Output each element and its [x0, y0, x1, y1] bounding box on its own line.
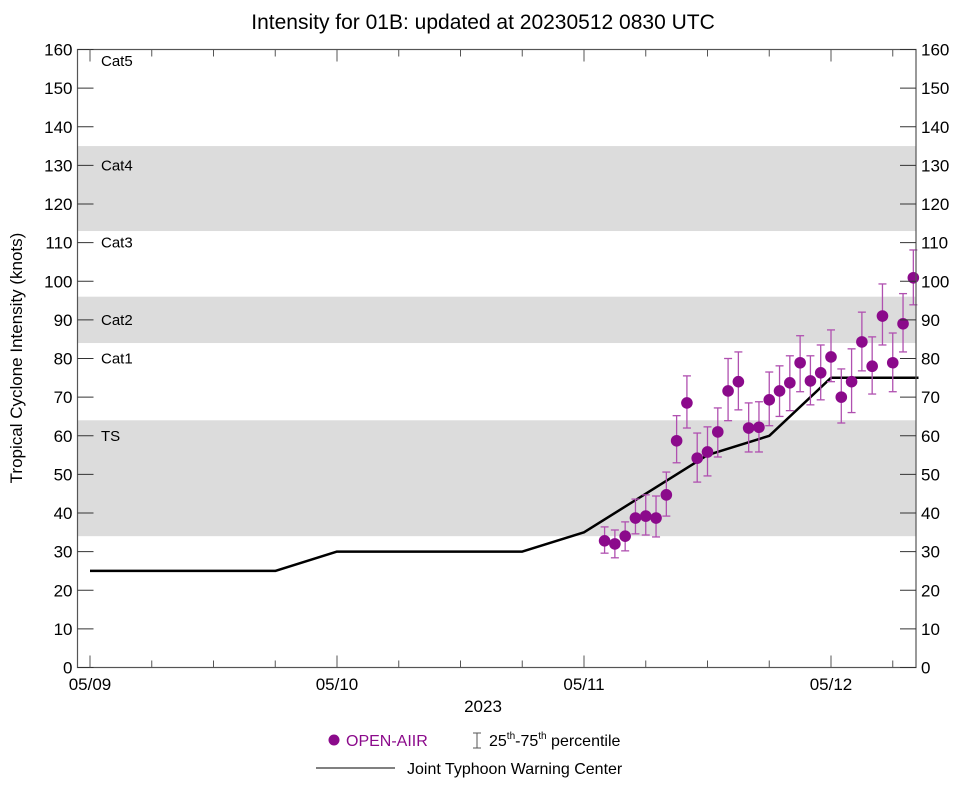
- y-tick-label-right: 50: [921, 465, 940, 484]
- y-tick-label-right: 150: [921, 79, 949, 98]
- data-point: [681, 397, 693, 409]
- y-tick-label-right: 90: [921, 311, 940, 330]
- x-tick-label: 05/10: [316, 675, 359, 694]
- y-tick-label-left: 10: [54, 620, 73, 639]
- data-point: [825, 351, 837, 363]
- data-point: [598, 535, 611, 547]
- data-point: [619, 530, 631, 542]
- y-tick-label-left: 140: [44, 118, 72, 137]
- y-tick-label-left: 50: [54, 465, 73, 484]
- y-tick-label-left: 130: [44, 156, 72, 175]
- legend-dot-icon: [328, 734, 340, 746]
- jtwc-series: [90, 376, 919, 573]
- y-tick-label-right: 100: [921, 272, 949, 291]
- data-point: [639, 510, 652, 522]
- jtwc-line: [90, 376, 919, 573]
- legend: OPEN-AIIR 25th-75th percentile Joint Typ…: [316, 731, 623, 778]
- data-point: [897, 317, 909, 330]
- band-cat2: [77, 296, 916, 344]
- data-point: [794, 356, 806, 369]
- y-tick-label-left: 0: [63, 659, 72, 678]
- y-tick-label-right: 110: [921, 234, 948, 253]
- data-point: [670, 434, 683, 447]
- data-point: [866, 360, 878, 373]
- data-point: [722, 385, 734, 397]
- y-ticks: 0 0 10 10 20 20 30 30 40 40 50 50 60 60 70 70 80 80 90 90 10…: [44, 41, 949, 678]
- data-point: [732, 375, 745, 388]
- y-tick-label-right: 20: [921, 581, 940, 600]
- data-point: [773, 385, 786, 397]
- legend-open-aiir-label: OPEN-AIIR: [346, 733, 428, 750]
- legend-errorbar-icon: [473, 732, 481, 749]
- y-tick-label-left: 20: [54, 581, 73, 600]
- category-label-cat1: Cat1: [101, 351, 133, 368]
- band-ts: [77, 420, 916, 537]
- y-tick-label-left: 150: [44, 79, 72, 98]
- y-tick-label-right: 60: [921, 427, 940, 446]
- data-point: [753, 421, 765, 434]
- data-point: [711, 426, 724, 438]
- x-tick-label: 05/11: [563, 675, 604, 694]
- data-point: [907, 271, 920, 284]
- y-tick-label-right: 40: [921, 504, 940, 523]
- data-point: [845, 375, 858, 388]
- y-tick-label-left: 90: [54, 311, 73, 330]
- y-tick-label-right: 120: [921, 195, 949, 214]
- data-point: [784, 377, 796, 389]
- category-label-cat4: Cat4: [101, 157, 133, 174]
- x-tick-label: 05/09: [69, 675, 112, 694]
- data-point: [660, 489, 673, 501]
- data-point: [804, 375, 817, 387]
- data-point: [856, 336, 868, 348]
- y-tick-label-right: 70: [921, 388, 940, 407]
- data-point: [886, 356, 899, 369]
- y-tick-label-right: 80: [921, 350, 940, 369]
- category-bands: [77, 146, 916, 537]
- data-point: [629, 512, 642, 524]
- band-cat4: [77, 146, 916, 232]
- legend-jtwc-label: Joint Typhoon Warning Center: [407, 761, 623, 778]
- category-label-cat2: Cat2: [101, 312, 133, 329]
- y-tick-label-right: 140: [921, 118, 949, 137]
- y-tick-label-left: 30: [54, 543, 73, 562]
- category-labels: Cat5 Cat4 Cat3 Cat2 Cat1 TS: [101, 53, 133, 445]
- y-tick-label-left: 120: [44, 195, 72, 214]
- category-label-ts: TS: [101, 428, 120, 445]
- y-tick-label-left: 60: [54, 427, 73, 446]
- y-axis-label: Tropical Cyclone Intensity (knots): [7, 233, 26, 484]
- data-point: [876, 310, 889, 322]
- data-point: [650, 512, 662, 524]
- data-point: [691, 452, 704, 464]
- category-label-cat5: Cat5: [101, 53, 133, 70]
- chart-title: Intensity for 01B: updated at 20230512 0…: [251, 11, 715, 34]
- y-tick-label-left: 40: [54, 504, 73, 523]
- data-point: [835, 391, 848, 403]
- x-axis-label: 2023: [464, 697, 502, 716]
- y-tick-label-right: 10: [921, 620, 940, 639]
- data-point: [763, 394, 776, 406]
- y-tick-label-right: 160: [921, 41, 949, 60]
- y-tick-label-left: 160: [44, 41, 72, 60]
- y-tick-label-right: 30: [921, 543, 940, 562]
- data-point: [814, 366, 827, 379]
- y-tick-label-left: 110: [45, 234, 72, 253]
- x-tick-label: 05/12: [810, 675, 853, 694]
- data-point: [742, 422, 755, 434]
- y-tick-label-left: 70: [54, 388, 73, 407]
- data-point: [609, 538, 621, 550]
- y-tick-label-right: 0: [921, 659, 930, 678]
- open-aiir-points: [598, 271, 920, 550]
- y-tick-label-left: 100: [44, 272, 72, 291]
- data-point: [701, 446, 714, 458]
- y-tick-label-right: 130: [921, 156, 949, 175]
- legend-percentile-label: 25th-75th percentile: [489, 731, 621, 750]
- y-tick-label-left: 80: [54, 350, 73, 369]
- category-label-cat3: Cat3: [101, 235, 133, 252]
- x-ticks: 05/09 05/10 05/11 05/12: [69, 49, 894, 694]
